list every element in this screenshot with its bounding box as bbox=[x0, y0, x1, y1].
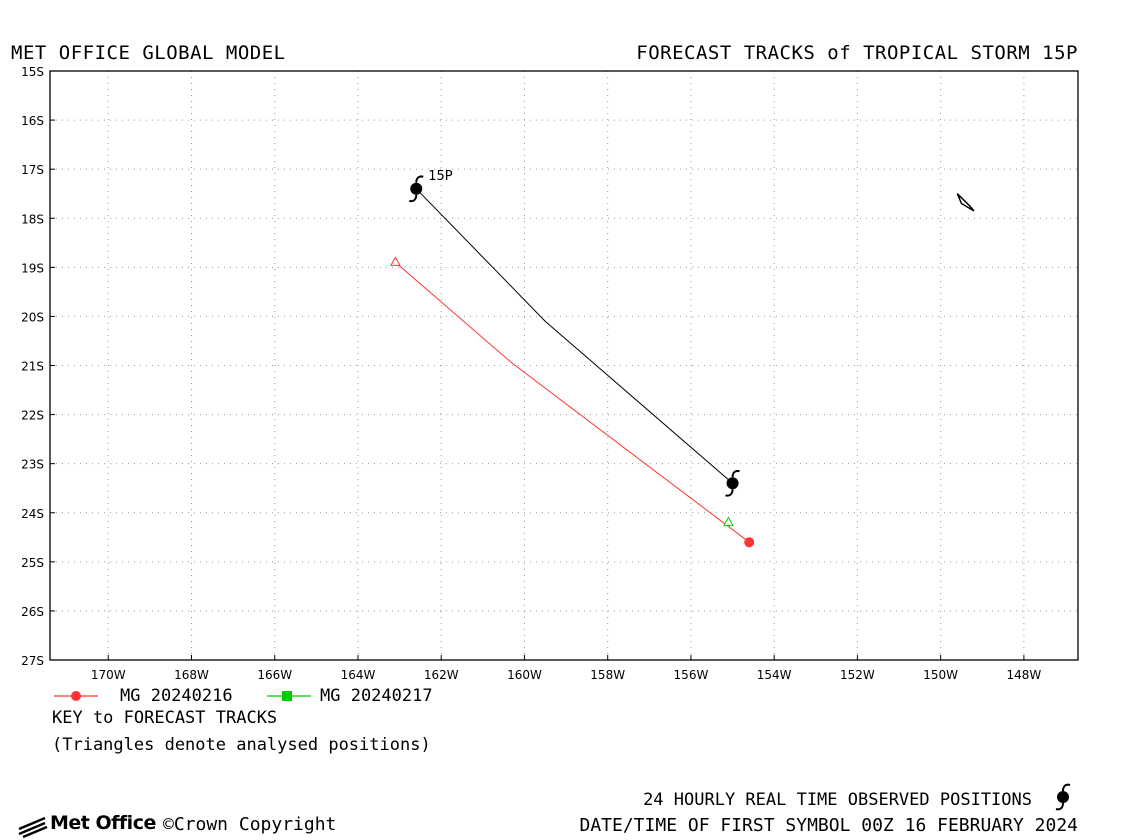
x-tick-label: 148W bbox=[1007, 668, 1042, 682]
copyright-notice: ©Crown Copyright bbox=[163, 814, 337, 835]
axis-ticks: 15S 16S 17S 18S 19S 20S 21S 22S 23S 24S 25S 26S 27S 1… bbox=[21, 65, 1041, 682]
y-tick-label: 27S bbox=[21, 654, 44, 668]
met-office-swirl-icon bbox=[18, 816, 48, 838]
chart-title: FORECAST TRACKS of TROPICAL STORM 15P bbox=[636, 42, 1078, 64]
x-tick-label: 152W bbox=[840, 668, 875, 682]
y-tick-label: 21S bbox=[21, 360, 44, 374]
x-tick-label: 164W bbox=[341, 668, 376, 682]
y-tick-label: 24S bbox=[21, 507, 44, 521]
x-tick-label: 150W bbox=[923, 668, 958, 682]
legend-swatch-red bbox=[54, 691, 98, 701]
map-frame bbox=[49, 70, 1079, 661]
x-tick-label: 166W bbox=[257, 668, 292, 682]
grid-lines bbox=[50, 71, 1078, 660]
y-tick-label: 25S bbox=[21, 556, 44, 570]
y-tick-label: 17S bbox=[21, 163, 44, 177]
y-tick-label: 15S bbox=[21, 65, 44, 79]
model-title: MET OFFICE GLOBAL MODEL bbox=[11, 42, 286, 64]
y-tick-label: 26S bbox=[21, 605, 44, 619]
x-tick-label: 154W bbox=[757, 668, 792, 682]
key-note: (Triangles denote analysed positions) bbox=[52, 735, 431, 755]
observed-positions-label: 24 HOURLY REAL TIME OBSERVED POSITIONS bbox=[643, 790, 1032, 810]
x-tick-label: 168W bbox=[174, 668, 209, 682]
storm-symbol-core bbox=[410, 182, 423, 195]
x-tick-label: 158W bbox=[590, 668, 625, 682]
forecast-end-marker bbox=[744, 537, 755, 548]
first-symbol-datetime: DATE/TIME OF FIRST SYMBOL 00Z 16 FEBRUAR… bbox=[579, 815, 1079, 836]
x-tick-label: 156W bbox=[674, 668, 709, 682]
observed-position-latest bbox=[725, 469, 740, 497]
x-tick-label: 170W bbox=[91, 668, 126, 682]
island-outline bbox=[956, 193, 975, 212]
storm-symbol-arm bbox=[731, 469, 740, 478]
legend-swatch-green bbox=[267, 691, 311, 701]
analysed-position-triangle bbox=[723, 516, 734, 527]
storm-symbol-arm bbox=[415, 175, 424, 183]
forecast-track-line bbox=[395, 262, 750, 543]
storm-symbol-arm bbox=[725, 489, 734, 497]
storm-symbol-arm bbox=[408, 194, 418, 203]
storm-label: 15P bbox=[428, 169, 453, 184]
observed-position-start bbox=[408, 175, 424, 203]
y-tick-label: 18S bbox=[21, 212, 44, 226]
x-tick-label: 162W bbox=[424, 668, 459, 682]
legend-label: MG 20240216 bbox=[120, 686, 233, 706]
logo-text: Met Office bbox=[50, 812, 156, 834]
y-tick-label: 16S bbox=[21, 114, 44, 128]
tracks: 15P bbox=[390, 169, 755, 548]
y-tick-label: 19S bbox=[21, 261, 44, 275]
y-tick-label: 22S bbox=[21, 409, 44, 423]
storm-symbol-icon bbox=[1055, 783, 1071, 811]
analysed-position-triangle bbox=[390, 256, 401, 266]
track-map: 15S 16S 17S 18S 19S 20S 21S 22S 23S 24S 25S 26S 27S 1… bbox=[21, 65, 1079, 682]
y-tick-label: 20S bbox=[21, 310, 44, 324]
storm-symbol-core bbox=[726, 477, 739, 490]
observed-track-line bbox=[415, 188, 733, 484]
key-title: KEY to FORECAST TRACKS bbox=[52, 708, 278, 728]
y-tick-label: 23S bbox=[21, 458, 44, 472]
x-tick-label: 160W bbox=[507, 668, 542, 682]
legend-label: MG 20240217 bbox=[320, 686, 433, 706]
land-outline bbox=[956, 193, 975, 212]
